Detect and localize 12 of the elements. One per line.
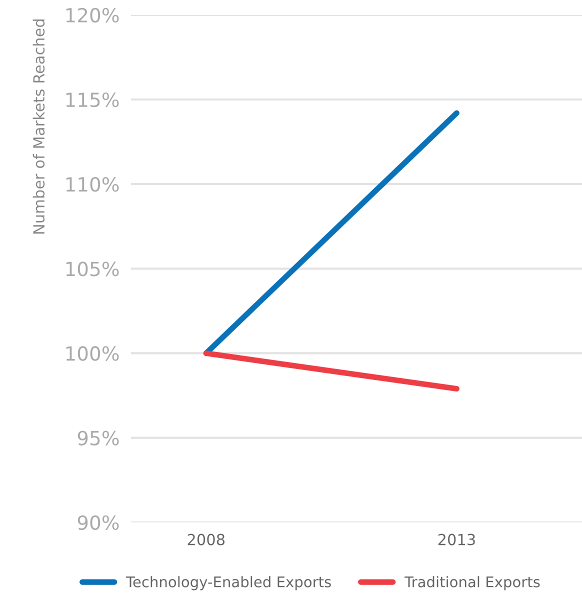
y-tick-label: 95% — [78, 430, 119, 446]
y-tick-label: 120% — [66, 8, 119, 23]
y-tick-label: 105% — [66, 262, 119, 276]
legend-label: Technology-Enabled Exports — [126, 576, 331, 590]
y-tick-label: 90% — [78, 515, 119, 530]
y-tick-label: 110% — [66, 177, 119, 192]
y-axis-title: Number of Markets Reached — [32, 19, 45, 234]
y-tick-label: 100% — [66, 346, 119, 361]
x-tick-label: 2013 — [438, 534, 475, 546]
legend-label: Traditional Exports — [404, 576, 540, 590]
x-tick-label: 2008 — [188, 534, 225, 546]
y-tick-label: 115% — [66, 92, 119, 108]
